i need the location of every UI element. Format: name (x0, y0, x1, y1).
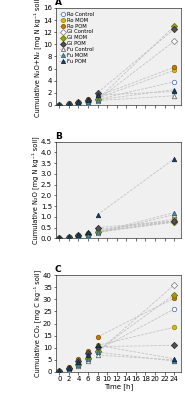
Legend: Ro Control, Ro MOM, Ro POM, Gi Control, Gi MOM, Gi POM, Fu Control, Fu MOM, Fu P: Ro Control, Ro MOM, Ro POM, Gi Control, … (59, 12, 94, 64)
Y-axis label: Cumulative CO₂ [mg C kg⁻¹ soil]: Cumulative CO₂ [mg C kg⁻¹ soil] (33, 270, 41, 377)
Y-axis label: Cumulative N₂O [mg N kg⁻¹ soil]: Cumulative N₂O [mg N kg⁻¹ soil] (31, 136, 38, 244)
Text: B: B (55, 132, 62, 141)
Y-axis label: Cumulative N₂O+N₂ [mg N kg⁻¹ soil]: Cumulative N₂O+N₂ [mg N kg⁻¹ soil] (33, 0, 41, 117)
Text: A: A (55, 0, 62, 7)
X-axis label: Time [h]: Time [h] (104, 384, 133, 390)
Text: C: C (55, 265, 61, 274)
